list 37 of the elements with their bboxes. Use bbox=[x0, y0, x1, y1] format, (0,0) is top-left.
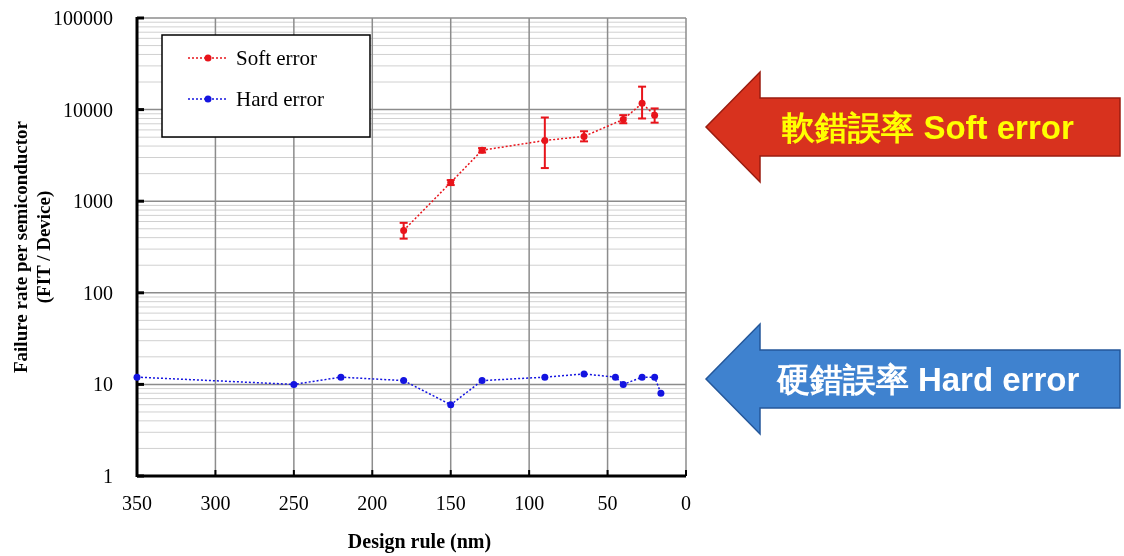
xtick: 350 bbox=[122, 492, 152, 514]
point bbox=[400, 226, 408, 234]
ytick: 10 bbox=[93, 373, 113, 396]
point bbox=[400, 377, 408, 385]
point bbox=[478, 377, 486, 385]
legend-label: Soft error bbox=[236, 46, 318, 70]
point bbox=[611, 373, 619, 381]
point bbox=[290, 380, 298, 388]
point bbox=[619, 380, 627, 388]
point bbox=[651, 373, 659, 381]
xtick: 100 bbox=[514, 492, 545, 514]
annotation: 軟錯誤率 Soft error bbox=[782, 109, 1074, 146]
point bbox=[541, 373, 549, 381]
xtick: 200 bbox=[357, 492, 388, 514]
point bbox=[337, 373, 345, 381]
xlabel: Design rule (nm) bbox=[347, 530, 492, 552]
ytick: 1 bbox=[103, 465, 113, 487]
xtick: 50 bbox=[597, 492, 618, 514]
point bbox=[447, 401, 455, 409]
annotation: 硬錯誤率 Hard error bbox=[776, 361, 1080, 398]
point bbox=[638, 99, 646, 107]
ytick: 10000 bbox=[63, 98, 113, 121]
ytick: 100 bbox=[83, 281, 113, 304]
point bbox=[657, 389, 665, 397]
point bbox=[541, 136, 549, 144]
point bbox=[651, 111, 659, 119]
point bbox=[580, 370, 588, 378]
ytick: 1000 bbox=[73, 190, 113, 213]
ylabel: Failure rate per semiconductor (FIT / Device) bbox=[10, 121, 54, 373]
point bbox=[133, 373, 141, 381]
point bbox=[638, 373, 646, 381]
xtick: 250 bbox=[278, 492, 309, 514]
xtick: 150 bbox=[435, 492, 466, 514]
xtick: 0 bbox=[681, 492, 691, 514]
legend-label: Hard error bbox=[236, 87, 325, 111]
ytick: 100000 bbox=[53, 7, 113, 29]
xtick: 300 bbox=[200, 492, 231, 514]
